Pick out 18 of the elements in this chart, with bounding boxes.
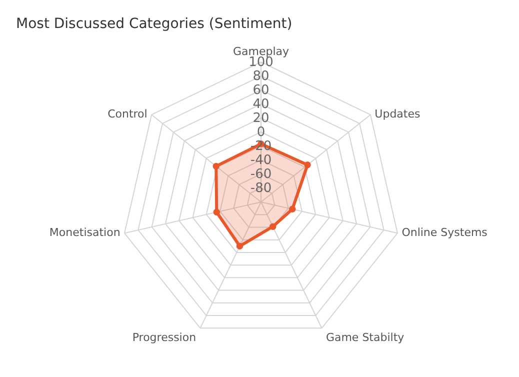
y-tick-label: -40 <box>250 153 272 168</box>
y-tick-label: -20 <box>250 139 272 154</box>
spoke-label: Control <box>108 108 148 121</box>
y-tick-label: 60 <box>252 83 270 98</box>
spoke-label: Online Systems <box>402 226 488 240</box>
y-tick-label: -80 <box>250 181 272 196</box>
spoke-label: Updates <box>374 108 420 121</box>
spoke-label: Monetisation <box>49 226 120 240</box>
chart-title: Most Discussed Categories (Sentiment) <box>16 16 292 32</box>
spoke-label: Gameplay <box>232 45 290 58</box>
y-tick-label: 20 <box>252 111 270 126</box>
spoke-label: Game Stabilty <box>326 331 405 344</box>
y-tick-label: -60 <box>250 167 272 182</box>
y-tick-label: 0 <box>256 125 266 140</box>
y-tick-label: 100 <box>248 55 274 70</box>
y-tick-label: 80 <box>252 69 270 84</box>
y-tick-label: 40 <box>252 97 270 112</box>
spoke-label: Progression <box>132 331 196 344</box>
